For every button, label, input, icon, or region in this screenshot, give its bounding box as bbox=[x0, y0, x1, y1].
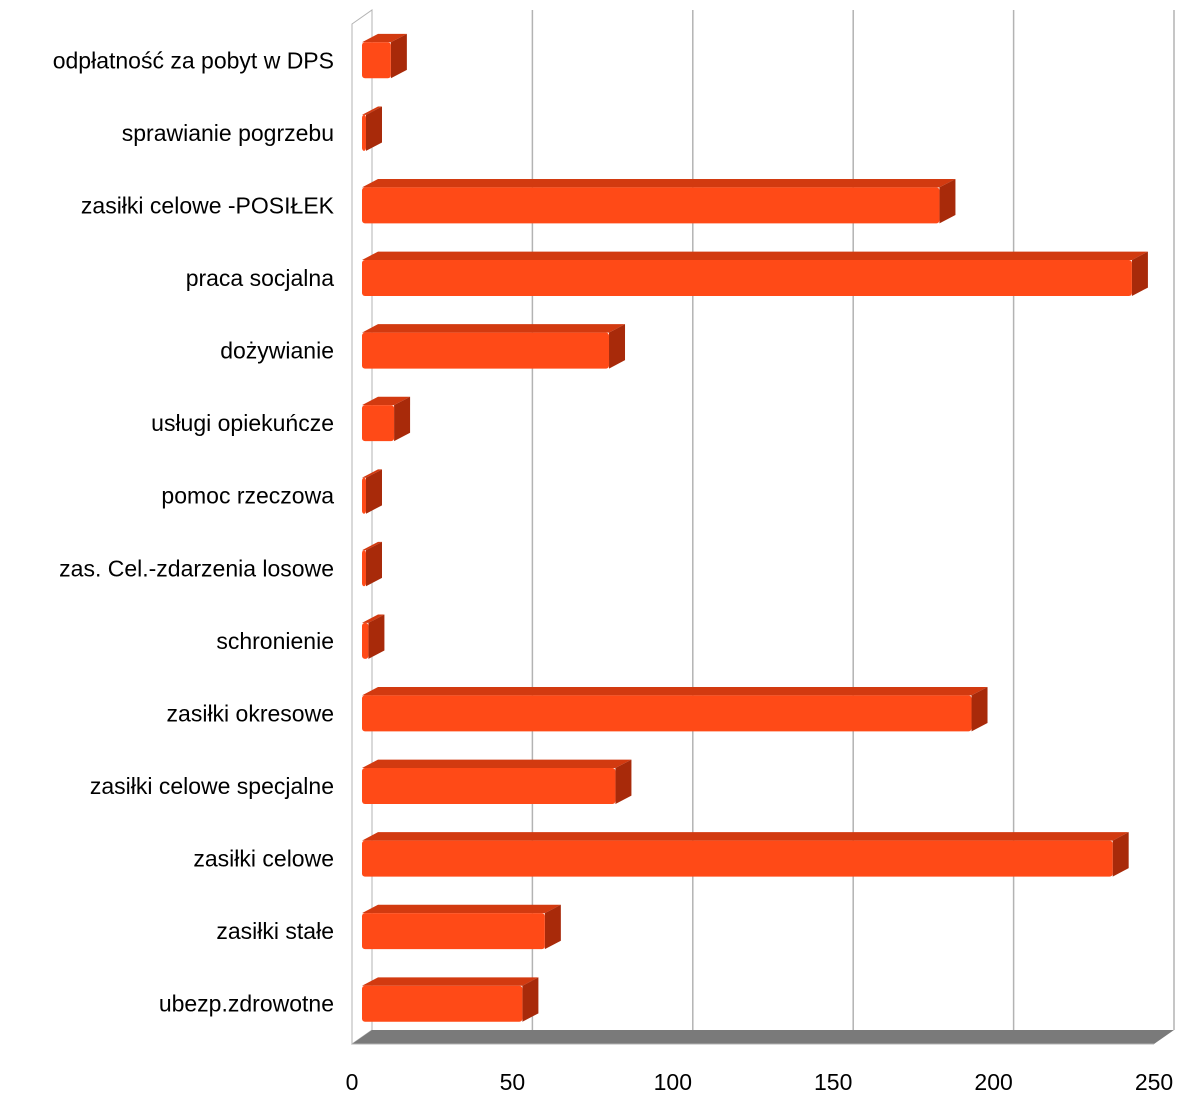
bar bbox=[362, 687, 988, 732]
bar-side-face bbox=[544, 904, 561, 950]
bar-top-face bbox=[362, 251, 1148, 260]
bar bbox=[362, 396, 411, 442]
x-tick-label: 50 bbox=[500, 1069, 526, 1095]
category-label: ubezp.zdrowotne bbox=[159, 991, 334, 1017]
bar-front-face bbox=[362, 985, 523, 1022]
gridlines bbox=[531, 10, 1175, 1030]
bar-side-face bbox=[1112, 832, 1129, 877]
category-label: sprawianie pogrzebu bbox=[122, 120, 334, 146]
x-axis-tick-labels: 0 50 100 150 200 250 bbox=[346, 1069, 1174, 1095]
bars bbox=[362, 33, 1148, 1022]
bar-top-face bbox=[362, 469, 382, 478]
bar-side-face bbox=[939, 179, 956, 224]
category-label: odpłatność za pobyt w DPS bbox=[53, 47, 334, 73]
bar-front-face bbox=[362, 840, 1113, 877]
bar bbox=[362, 759, 632, 804]
bar-front-face bbox=[362, 477, 366, 514]
bar bbox=[362, 904, 561, 950]
bar bbox=[362, 469, 382, 514]
floor-plane bbox=[352, 1030, 1174, 1044]
bar-front-face bbox=[362, 332, 610, 369]
bar-side-face bbox=[1131, 251, 1148, 296]
bar-top-face bbox=[362, 614, 385, 623]
x-tick-label: 0 bbox=[346, 1069, 359, 1095]
bar-front-face bbox=[362, 550, 366, 587]
bar-front-face bbox=[362, 768, 616, 804]
x-tick-label: 150 bbox=[814, 1069, 852, 1095]
bar bbox=[362, 251, 1148, 296]
bar-front-face bbox=[362, 405, 395, 442]
bar-top-face bbox=[362, 832, 1129, 841]
bar-side-face bbox=[366, 469, 382, 514]
bar-side-face bbox=[368, 614, 385, 659]
category-label: zasiłki stałe bbox=[216, 918, 334, 944]
bar bbox=[362, 33, 407, 79]
bar-side-face bbox=[394, 396, 411, 442]
bar-side-face bbox=[971, 687, 988, 732]
bar bbox=[362, 977, 539, 1022]
bar-front-face bbox=[362, 695, 972, 732]
bar-side-face bbox=[366, 106, 382, 151]
category-label: zasiłki okresowe bbox=[167, 700, 334, 726]
bar-front-face bbox=[362, 260, 1132, 296]
bar-top-face bbox=[362, 687, 988, 696]
category-label: zasiłki celowe specjalne bbox=[90, 773, 334, 799]
bar-side-face bbox=[390, 33, 407, 79]
bar-top-face bbox=[362, 904, 561, 914]
category-label: zasiłki celowe -POSIŁEK bbox=[81, 192, 335, 218]
category-label: schronienie bbox=[216, 628, 334, 654]
category-label: dożywianie bbox=[220, 338, 334, 364]
bar-top-face bbox=[362, 977, 539, 986]
bar bbox=[362, 541, 382, 587]
bar bbox=[362, 179, 956, 224]
bar-top-face bbox=[362, 106, 382, 115]
bar bbox=[362, 106, 382, 151]
bar-front-face bbox=[362, 42, 391, 79]
bar-front-face bbox=[362, 114, 366, 151]
bar bbox=[362, 614, 385, 659]
bar-side-face bbox=[366, 541, 382, 587]
bar-front-face bbox=[362, 622, 369, 659]
side-wall bbox=[351, 9, 373, 1045]
category-label: pomoc rzeczowa bbox=[161, 483, 334, 509]
x-tick-label: 250 bbox=[1135, 1069, 1173, 1095]
bar bbox=[362, 324, 626, 369]
chart-floor bbox=[352, 1030, 1174, 1045]
bar-top-face bbox=[362, 541, 382, 551]
bar-front-face bbox=[362, 187, 940, 224]
x-tick-label: 100 bbox=[654, 1069, 692, 1095]
bar-top-face bbox=[362, 33, 407, 43]
bar bbox=[362, 832, 1129, 877]
chart-walls bbox=[351, 9, 373, 1045]
category-label: zasiłki celowe bbox=[193, 846, 334, 872]
bar-side-face bbox=[615, 759, 632, 804]
category-label: zas. Cel.-zdarzenia losowe bbox=[59, 555, 334, 581]
x-tick-label: 200 bbox=[974, 1069, 1012, 1095]
category-label: praca socjalna bbox=[186, 265, 335, 291]
bar-top-face bbox=[362, 179, 956, 188]
bar-top-face bbox=[362, 759, 632, 768]
bar-side-face bbox=[609, 324, 626, 369]
bar-front-face bbox=[362, 913, 545, 950]
category-labels: odpłatność za pobyt w DPS sprawianie pogr… bbox=[53, 47, 335, 1016]
bar-side-face bbox=[522, 977, 539, 1022]
bar-top-face bbox=[362, 396, 411, 406]
bar-top-face bbox=[362, 324, 626, 333]
category-label: usługi opiekuńcze bbox=[151, 410, 334, 436]
